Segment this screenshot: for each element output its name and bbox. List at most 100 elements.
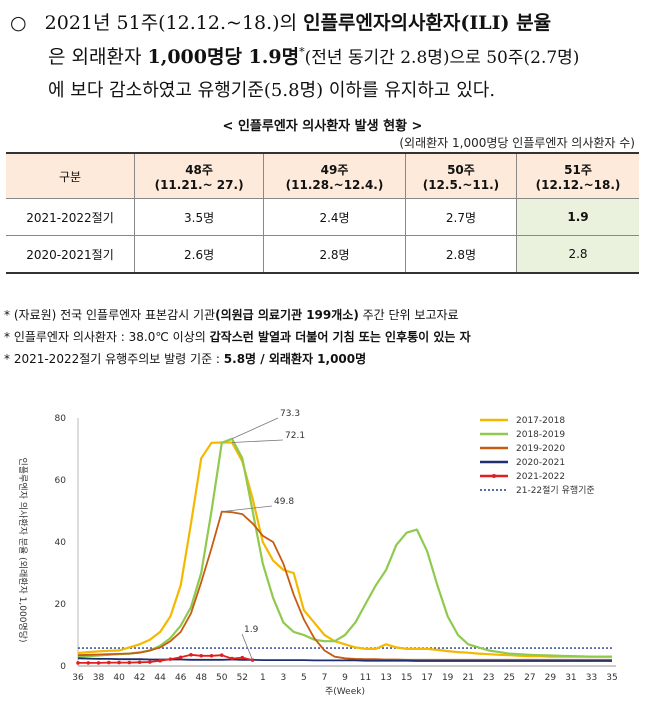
y-tick-label: 40 <box>55 538 67 548</box>
x-tick-label: 38 <box>93 673 105 683</box>
x-axis-label: 주(Week) <box>325 686 365 697</box>
table-header-row: 구분 48주 (11.21.~ 27.) 49주 (11.28.~12.4.) 50… <box>6 152 639 199</box>
series-point <box>96 661 101 665</box>
x-tick-label: 21 <box>463 673 474 683</box>
y-tick-label: 60 <box>55 476 67 486</box>
annotation-label: 49.8 <box>274 497 294 507</box>
x-tick-label: 1 <box>260 673 266 683</box>
y-tick-label: 20 <box>55 600 67 610</box>
footnote-source: * (자료원) 전국 인플루엔자 표본감시 기관(의원급 의료기관 199개소)… <box>4 308 459 322</box>
legend-entry: 2020-2021 <box>516 458 565 468</box>
x-tick-label: 5 <box>301 673 307 683</box>
series-line-2019-2020 <box>77 510 612 661</box>
legend-entry: 2017-2018 <box>516 416 565 426</box>
x-tick-label: 17 <box>421 673 432 683</box>
x-tick-label: 23 <box>483 673 494 683</box>
footnote-definition: * 인플루엔자 의사환자 : 38.0℃ 이상의 갑작스런 발열과 더불어 기침… <box>4 330 471 344</box>
x-tick-label: 42 <box>134 673 145 683</box>
series-point <box>250 658 255 662</box>
header-week-49: 49주 (11.28.~12.4.) <box>263 152 406 199</box>
x-tick-label: 9 <box>342 673 348 683</box>
annotation-label: 72.1 <box>285 431 305 441</box>
x-tick-label: 29 <box>545 673 557 683</box>
table-cell: 3.5명 <box>133 198 264 236</box>
x-tick-label: 19 <box>442 673 454 683</box>
x-tick-label: 31 <box>565 673 576 683</box>
x-tick-label: 15 <box>401 673 412 683</box>
series-point <box>230 656 234 661</box>
x-tick-label: 27 <box>524 673 535 683</box>
series-line-2018-2019 <box>77 437 612 658</box>
footnote-threshold: * 2021-2022절기 유행주의보 발령 기준 : 5.8명 / 외래환자 … <box>4 352 367 366</box>
annotation-leader <box>231 417 279 440</box>
table-unit-note: (외래환자 1,000명당 인플루엔자 의사환자 수) <box>399 136 635 150</box>
annotation-leader <box>221 505 273 513</box>
series-point <box>86 661 91 665</box>
series-point <box>148 660 152 664</box>
annotation-leader <box>232 439 284 443</box>
table-cell: 2.8명 <box>404 235 517 274</box>
header-week-51: 51주 (12.12.~18.) <box>516 152 639 199</box>
series-point <box>76 661 80 665</box>
legend-entry: 2021-2022 <box>516 472 565 482</box>
series-line-2017-2018 <box>77 441 612 658</box>
series-point <box>137 660 142 665</box>
table-cell: 2.8 <box>516 235 639 274</box>
x-tick-label: 3 <box>281 673 287 683</box>
x-tick-label: 25 <box>504 673 515 683</box>
x-tick-label: 44 <box>154 673 166 683</box>
table-row: 2021-2022절기 3.5명 2.4명 2.7명 1.9 <box>6 198 639 236</box>
x-tick-label: 48 <box>196 673 208 683</box>
table-title: < 인플루엔자 의사환자 발생 현황 > <box>222 119 423 134</box>
header-week-48: 48주 (11.21.~ 27.) <box>133 152 264 199</box>
series-point <box>168 657 173 661</box>
summary-line-2: 은 외래환자 1,000명당 1.9명*(전년 동기간 2.8명)으로 50주(… <box>48 45 580 68</box>
x-tick-label: 40 <box>113 673 125 683</box>
y-tick-label: 0 <box>60 662 66 672</box>
series-point <box>240 655 245 660</box>
x-tick-label: 50 <box>216 673 228 683</box>
x-tick-label: 36 <box>72 673 84 683</box>
header-label: 구분 <box>6 152 135 199</box>
x-tick-label: 11 <box>360 673 371 683</box>
series-point <box>158 658 162 663</box>
table-cell: 2.8명 <box>263 235 406 274</box>
x-tick-label: 52 <box>237 673 248 683</box>
series-point <box>107 660 111 665</box>
table-row: 2020-2021절기 2.6명 2.8명 2.8명 2.8 <box>6 235 639 274</box>
circle-bullet-icon: ○ <box>10 12 27 34</box>
summary-line-1: ○ 2021년 51주(12.12.~18.)의 인플루엔자의사환자(ILI) … <box>10 12 552 34</box>
table-cell: 1.9 <box>516 198 639 236</box>
header-week-50: 50주 (12.5.~11.) <box>404 152 517 199</box>
table-cell: 2.4명 <box>263 198 406 236</box>
row-season: 2020-2021절기 <box>6 235 135 274</box>
x-tick-label: 35 <box>606 673 617 683</box>
footnotes: * (자료원) 전국 인플루엔자 표본감시 기관(의원급 의료기관 199개소)… <box>4 304 471 370</box>
annotation-leader <box>241 633 253 661</box>
table-cell: 2.7명 <box>404 198 517 236</box>
table-cell: 2.6명 <box>133 235 264 274</box>
series-point <box>209 653 214 658</box>
series-point <box>189 653 193 657</box>
y-tick-label: 80 <box>55 414 67 424</box>
x-tick-label: 33 <box>586 673 597 683</box>
legend-marker <box>492 474 496 478</box>
series-point <box>127 660 132 665</box>
annotation-label: 1.9 <box>244 625 259 635</box>
x-tick-label: 7 <box>322 673 328 683</box>
legend-entry: 2018-2019 <box>516 430 565 440</box>
legend-entry: 21-22절기 유행기준 <box>516 484 595 496</box>
series-point <box>199 653 204 658</box>
legend-entry: 2019-2020 <box>516 444 565 454</box>
series-point <box>219 653 224 657</box>
ili-table: 구분 48주 (11.21.~ 27.) 49주 (11.28.~12.4.) 50… <box>6 152 639 274</box>
summary-line-3: 에 보다 감소하였고 유행기준(5.8명) 이하를 유지하고 있다. <box>48 80 496 101</box>
x-tick-label: 46 <box>175 673 187 683</box>
x-tick-label: 13 <box>380 673 391 683</box>
row-season: 2021-2022절기 <box>6 198 135 236</box>
y-axis-label: 인플루엔자 의사환자 분율 (외래환자 1,000명당) <box>17 458 29 643</box>
annotation-label: 73.3 <box>280 409 300 419</box>
series-point <box>178 655 183 660</box>
series-point <box>117 660 121 665</box>
